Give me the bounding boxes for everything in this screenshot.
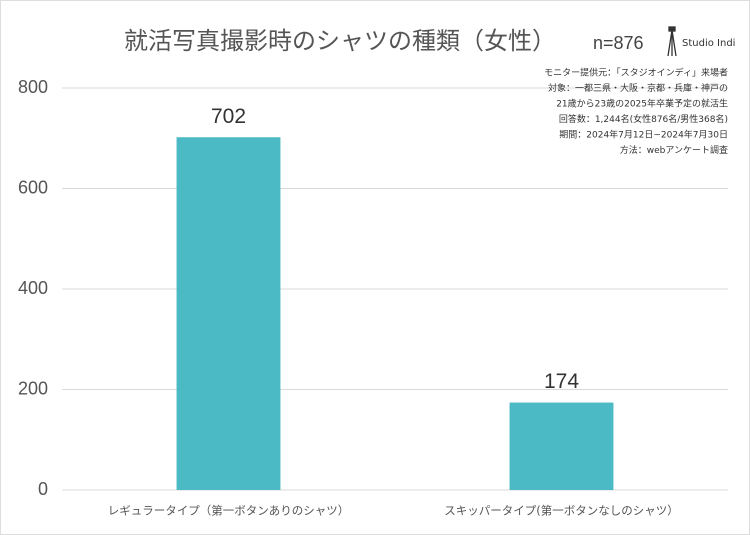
note: 方法：webアンケート調査: [620, 144, 728, 156]
x-tick-label: スキッパータイプ(第一ボタンなしのシャツ）: [444, 504, 678, 518]
data-label: 702: [211, 105, 246, 128]
y-tick-label: 400: [18, 278, 48, 298]
bar: [176, 137, 281, 490]
chart-title: 就活写真撮影時のシャツの種類（女性）: [124, 27, 556, 55]
x-tick-label: レギュラータイプ（第一ボタンありのシャツ）: [108, 504, 350, 518]
note: モニター提供元：「スタジオインディ」来場者: [544, 67, 728, 79]
note: 21歳から23歳の2025年卒業予定の就活生: [556, 98, 728, 110]
note: 対象：一都三県・大阪・京都・兵庫・神戸の: [548, 82, 728, 94]
y-tick-label: 800: [18, 77, 48, 97]
brand-icon: [667, 26, 677, 57]
y-tick-label: 0: [38, 479, 48, 499]
chart-subtitle: n=876: [593, 33, 644, 53]
note: 期間：2024年7月12日~2024年7月30日: [559, 129, 728, 141]
brand: Studio Indi: [682, 38, 735, 49]
note: 回答数：1,244名(女性876名/男性368名): [559, 113, 728, 125]
data-label: 174: [544, 370, 579, 393]
y-tick-label: 600: [18, 177, 48, 197]
bar: [509, 402, 614, 490]
y-tick-label: 200: [18, 378, 48, 398]
